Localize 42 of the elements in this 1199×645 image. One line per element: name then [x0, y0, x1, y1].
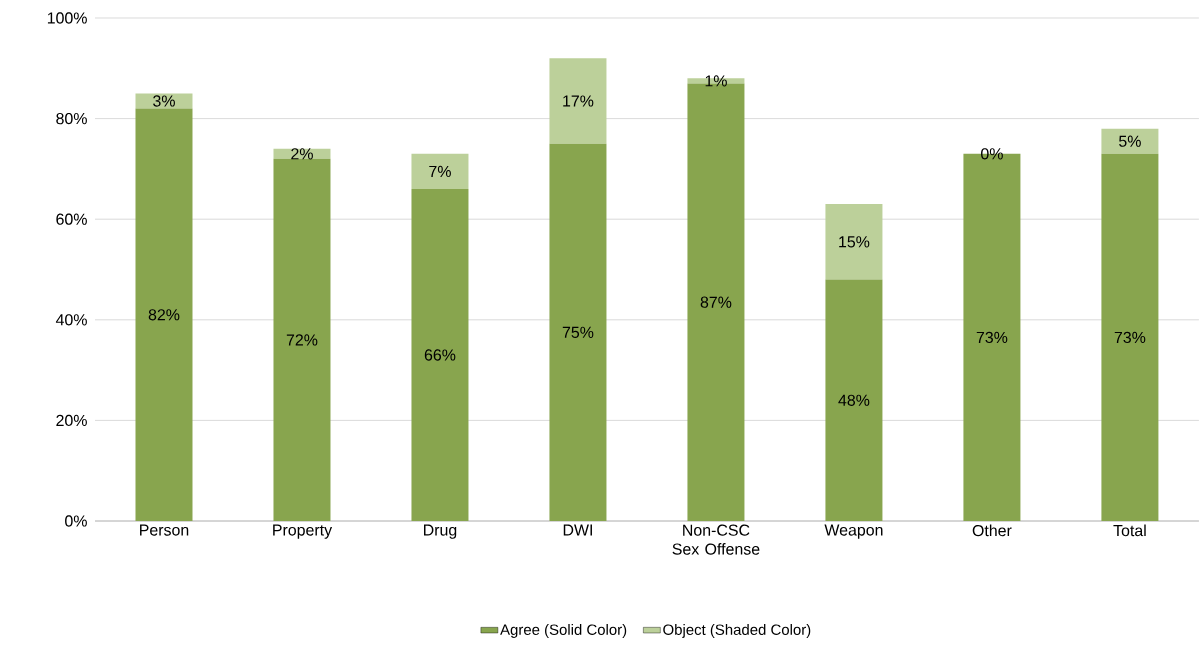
bar — [1101, 153, 1159, 521]
bar — [825, 279, 883, 521]
bar — [1101, 128, 1159, 154]
y-tick-label: 40% — [55, 314, 87, 326]
data-label: 3% — [153, 95, 175, 107]
x-tick-label: Non-CSC Sex Offense — [672, 524, 760, 555]
data-label: 48% — [838, 394, 870, 406]
bar — [273, 158, 331, 521]
data-label: 72% — [286, 334, 318, 346]
y-tick-label: 0% — [65, 515, 87, 527]
bar — [411, 153, 469, 190]
data-label: 15% — [839, 236, 870, 248]
data-label: 73% — [1114, 331, 1146, 344]
data-label: 17% — [563, 95, 594, 107]
legend-label: Object (Shaded Color) — [663, 623, 811, 638]
bar — [825, 204, 883, 280]
data-label: 2% — [291, 148, 313, 160]
data-label: 82% — [148, 309, 180, 321]
x-tick-label: Weapon — [824, 524, 883, 539]
y-tick-label: 80% — [56, 112, 87, 125]
x-tick-label: Person — [140, 524, 189, 536]
data-label: 5% — [1119, 135, 1141, 147]
x-tick-label: Property — [273, 524, 333, 539]
data-label: 75% — [562, 326, 594, 338]
bar — [135, 93, 193, 109]
data-label: 7% — [429, 165, 451, 177]
bar — [135, 108, 193, 521]
y-tick-label: 20% — [56, 414, 87, 427]
x-tick-label: Drug — [424, 524, 457, 539]
data-label: 66% — [424, 349, 456, 361]
x-tick-label: DWI — [563, 524, 592, 536]
y-tick-label: 100% — [47, 12, 87, 24]
bar — [549, 143, 607, 521]
data-label: 73% — [976, 331, 1008, 344]
y-tick-label: 60% — [56, 213, 87, 225]
legend-label: Agree (Solid Color) — [500, 623, 627, 638]
bar — [549, 58, 607, 144]
bar — [411, 189, 469, 521]
data-label: 1% — [705, 75, 727, 87]
x-tick-label: Total — [1113, 524, 1146, 537]
data-label: 87% — [700, 296, 732, 308]
x-tick-label: Other — [972, 524, 1012, 537]
